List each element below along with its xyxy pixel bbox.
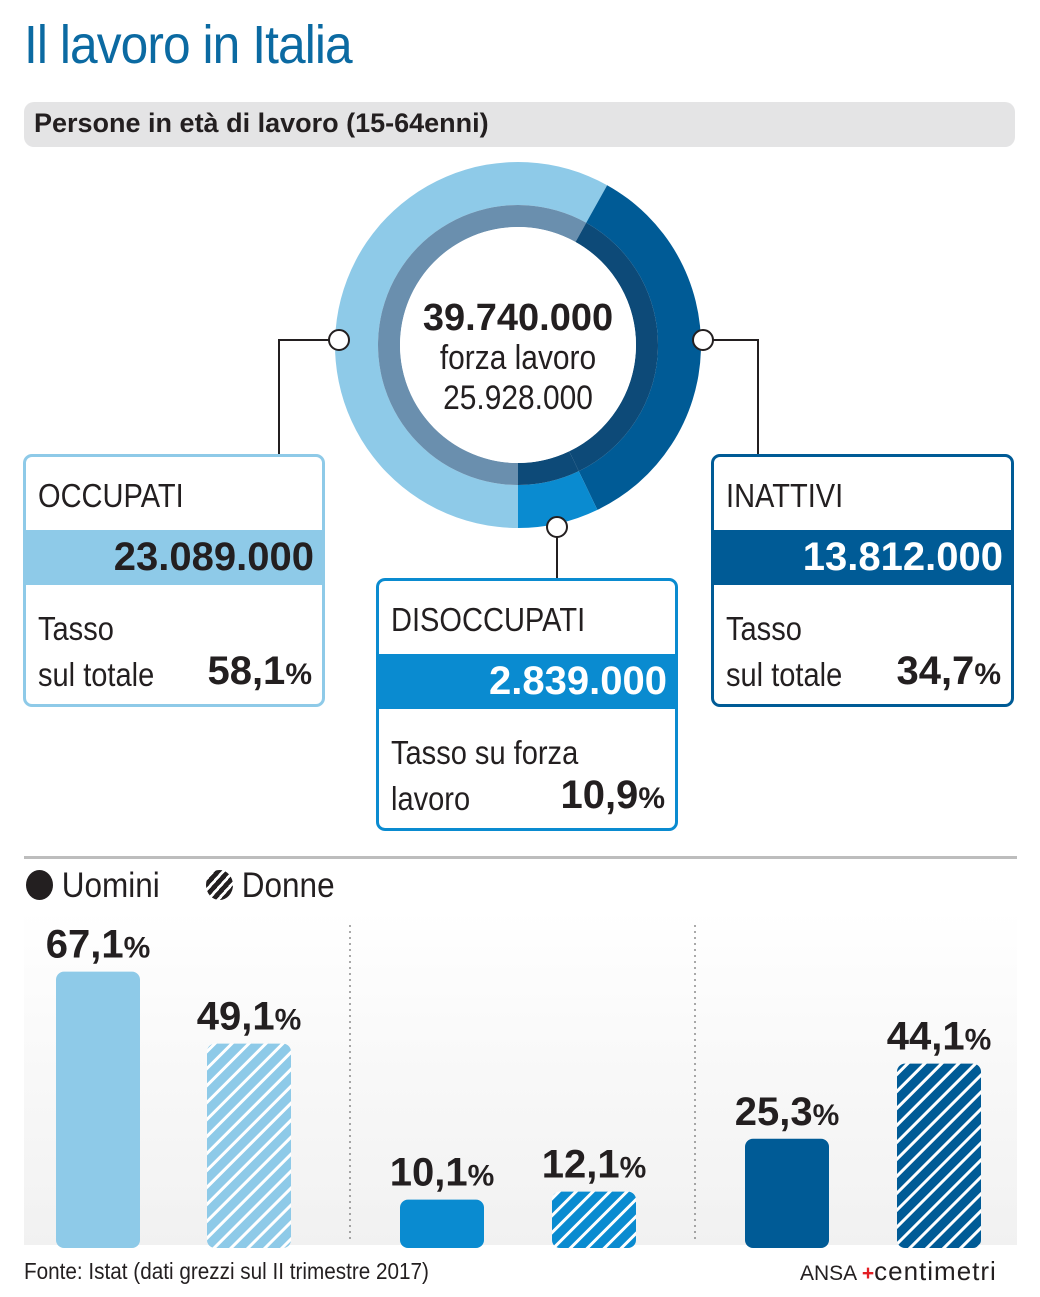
bar-occupati-uomini bbox=[56, 971, 140, 1248]
bar-disoccupati-uomini bbox=[400, 1199, 484, 1248]
bar-inattivi-donne bbox=[897, 1063, 981, 1248]
labor-force-value: 25.928.000 bbox=[443, 379, 593, 417]
legend-men: Uomini bbox=[26, 866, 160, 906]
occupati-box: OCCUPATI 23.089.000 Tasso sul totale 58,… bbox=[23, 454, 325, 707]
donut-hole bbox=[400, 227, 636, 463]
inattivi-label: INATTIVI bbox=[726, 477, 844, 514]
occupati-rate-label-2: sul totale bbox=[38, 656, 155, 693]
disoccupati-rate-label-2: lavoro bbox=[391, 780, 471, 817]
donut-slice-disoccupati bbox=[518, 471, 598, 528]
page-title: Il lavoro in Italia bbox=[24, 15, 353, 75]
occupati-rate: 58,1% bbox=[207, 649, 312, 693]
inner-ring-occupati bbox=[378, 205, 587, 486]
hatched-circle-icon bbox=[206, 870, 233, 900]
disoccupati-label: DISOCCUPATI bbox=[391, 601, 586, 638]
solid-circle-icon bbox=[26, 870, 53, 900]
legend-women: Donne bbox=[206, 866, 335, 906]
bar-value-label: 49,1% bbox=[197, 995, 302, 1039]
bar-chart: 67,1% 49,1% 10,1% 12,1% 25,3% 44,1% bbox=[46, 923, 992, 1248]
donut-slice-inattivi bbox=[578, 185, 701, 510]
total-value: 39.740.000 bbox=[422, 297, 614, 339]
bar-inattivi-uomini bbox=[745, 1138, 829, 1248]
connector-line bbox=[703, 339, 759, 455]
connector-dot bbox=[692, 329, 714, 351]
occupati-value: 23.089.000 bbox=[26, 530, 322, 585]
occupati-rate-label: Tasso bbox=[38, 610, 114, 647]
inattivi-rate-label-2: sul totale bbox=[726, 656, 843, 693]
donut-center: 39.740.000 forza lavoro 25.928.000 bbox=[398, 298, 638, 418]
legend-men-label: Uomini bbox=[61, 866, 160, 905]
bar-area-bg bbox=[24, 910, 1017, 1245]
ansa-logo: ANSA +centimetri bbox=[800, 1256, 997, 1287]
divider bbox=[24, 856, 1017, 859]
disoccupati-rate: 10,9% bbox=[560, 773, 665, 817]
subtitle: Persone in età di lavoro (15-64enni) bbox=[34, 108, 489, 138]
connector-line bbox=[278, 339, 339, 455]
bar-value-label: 44,1% bbox=[887, 1015, 992, 1059]
disoccupati-rate-label: Tasso su forza bbox=[391, 734, 579, 771]
inner-ring-disoccupati bbox=[518, 451, 579, 485]
subtitle-bar bbox=[24, 102, 1015, 147]
labor-force-label: forza lavoro bbox=[439, 339, 597, 377]
logo-brand: centimetri bbox=[874, 1256, 997, 1286]
bar-value-label: 67,1% bbox=[46, 923, 151, 967]
plus-icon: + bbox=[861, 1262, 875, 1285]
legend-women-label: Donne bbox=[241, 866, 335, 905]
bar-value-label: 12,1% bbox=[542, 1143, 647, 1187]
inattivi-rate: 34,7% bbox=[896, 649, 1001, 693]
bar-value-label: 25,3% bbox=[735, 1090, 840, 1134]
source-note: Fonte: Istat (dati grezzi sul II trimest… bbox=[24, 1258, 429, 1284]
inattivi-value: 13.812.000 bbox=[714, 530, 1011, 585]
bar-disoccupati-donne bbox=[552, 1191, 636, 1248]
logo-ansa: ANSA bbox=[800, 1262, 857, 1285]
connector-dot bbox=[546, 516, 568, 538]
disoccupati-box: DISOCCUPATI 2.839.000 Tasso su forza lav… bbox=[376, 578, 678, 831]
occupati-label: OCCUPATI bbox=[38, 477, 184, 514]
connector-dot bbox=[328, 329, 350, 351]
inattivi-rate-label: Tasso bbox=[726, 610, 802, 647]
bar-occupati-donne bbox=[207, 1043, 291, 1248]
donut-slice-occupati bbox=[334, 161, 608, 529]
bar-value-label: 10,1% bbox=[390, 1151, 495, 1195]
inner-ring-inattivi bbox=[569, 222, 659, 472]
disoccupati-value: 2.839.000 bbox=[379, 654, 675, 709]
inattivi-box: INATTIVI 13.812.000 Tasso sul totale 34,… bbox=[711, 454, 1014, 707]
donut-chart bbox=[278, 161, 759, 579]
